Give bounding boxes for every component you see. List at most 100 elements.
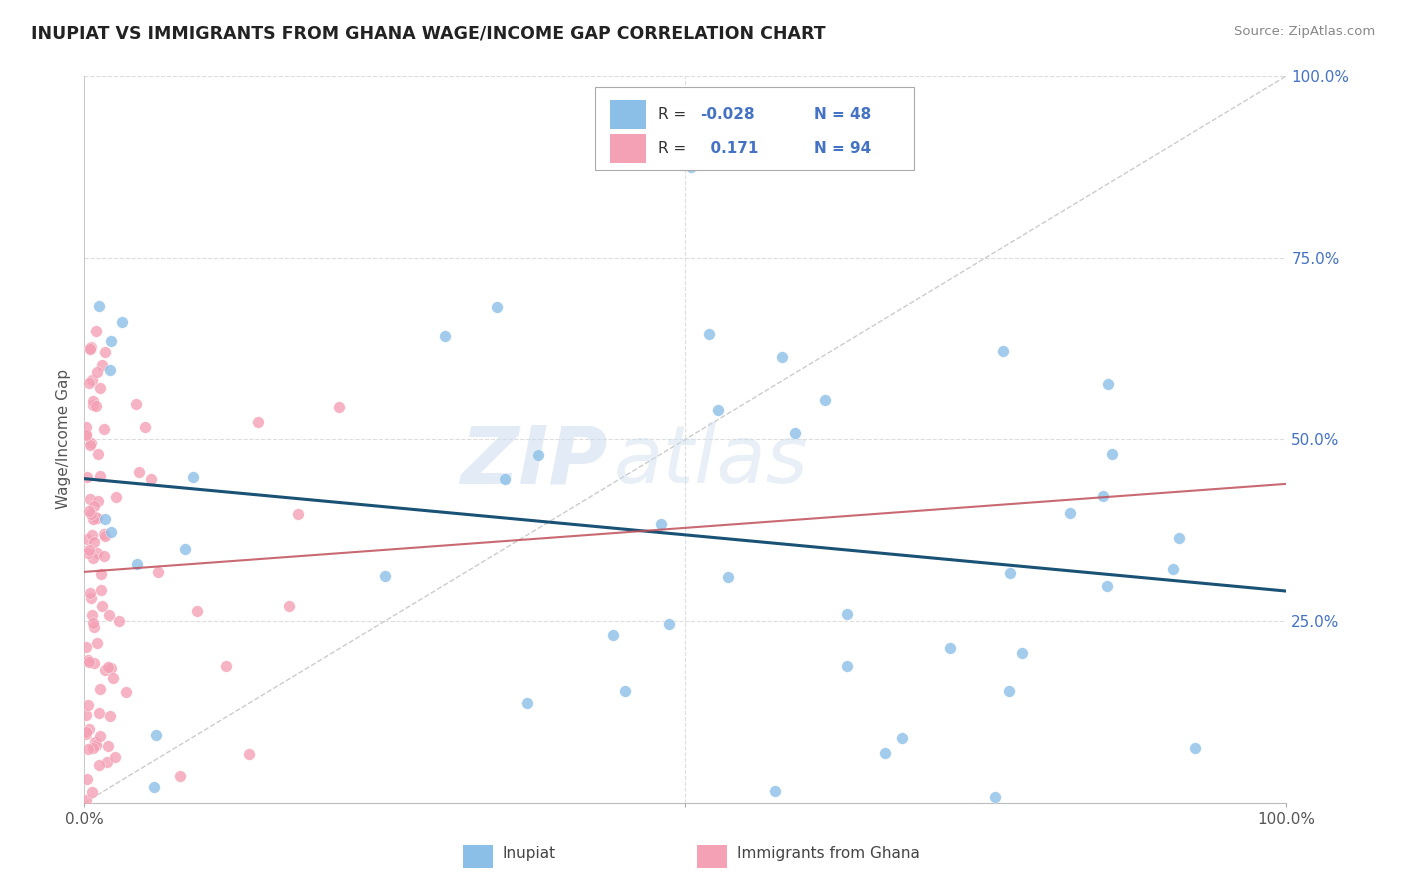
- Text: N = 48: N = 48: [814, 107, 872, 122]
- Text: Source: ZipAtlas.com: Source: ZipAtlas.com: [1234, 25, 1375, 38]
- Point: [374, 569, 396, 583]
- Point: [103, 671, 125, 685]
- Point: [215, 658, 238, 673]
- Point: [77, 723, 100, 737]
- Point: [83, 500, 105, 514]
- Point: [76, 772, 98, 786]
- Point: [77, 653, 100, 667]
- Point: [77, 546, 100, 560]
- Point: [939, 641, 962, 656]
- Point: [142, 780, 165, 794]
- Point: [89, 381, 111, 395]
- Point: [89, 682, 111, 697]
- Point: [814, 392, 837, 407]
- Point: [650, 517, 672, 532]
- Point: [79, 341, 101, 355]
- Point: [75, 708, 97, 723]
- Point: [80, 373, 103, 387]
- Point: [181, 470, 204, 484]
- Text: atlas: atlas: [613, 422, 808, 500]
- Point: [148, 566, 170, 580]
- Point: [90, 358, 112, 372]
- Bar: [463, 845, 494, 868]
- Point: [658, 617, 681, 632]
- Point: [145, 728, 167, 742]
- Point: [173, 541, 195, 556]
- Point: [82, 785, 104, 799]
- Bar: [610, 100, 645, 128]
- Bar: [610, 134, 645, 163]
- Point: [83, 656, 105, 670]
- Point: [717, 570, 740, 584]
- Point: [93, 422, 115, 436]
- Point: [87, 447, 110, 461]
- Text: N = 94: N = 94: [814, 141, 872, 156]
- Point: [76, 427, 98, 442]
- Point: [1168, 531, 1191, 545]
- Point: [94, 344, 117, 359]
- Bar: [697, 845, 727, 868]
- Point: [89, 583, 111, 598]
- Text: -0.028: -0.028: [700, 107, 755, 122]
- Point: [134, 420, 156, 434]
- Point: [87, 493, 110, 508]
- Point: [111, 315, 134, 329]
- Point: [94, 529, 117, 543]
- Point: [1095, 579, 1118, 593]
- Text: ZIP: ZIP: [460, 422, 607, 500]
- Point: [80, 608, 103, 623]
- Point: [86, 546, 108, 560]
- Point: [707, 403, 730, 417]
- Point: [1011, 646, 1033, 660]
- Point: [287, 508, 309, 522]
- Point: [94, 512, 117, 526]
- Point: [141, 472, 163, 486]
- Point: [328, 400, 350, 414]
- Point: [998, 566, 1021, 580]
- Point: [75, 640, 97, 655]
- Point: [82, 512, 104, 526]
- Point: [86, 635, 108, 649]
- Point: [87, 299, 110, 313]
- Point: [93, 527, 115, 541]
- Text: 0.171: 0.171: [700, 141, 758, 156]
- Point: [77, 504, 100, 518]
- Point: [494, 472, 516, 486]
- Point: [91, 599, 114, 613]
- Point: [763, 783, 786, 797]
- Point: [86, 738, 108, 752]
- Point: [79, 491, 101, 506]
- Point: [434, 328, 457, 343]
- Point: [783, 425, 806, 440]
- Point: [100, 334, 122, 348]
- Point: [94, 663, 117, 677]
- Point: [84, 400, 107, 414]
- Point: [1161, 562, 1184, 576]
- Point: [96, 756, 118, 770]
- Point: [98, 709, 121, 723]
- Point: [76, 470, 98, 484]
- Point: [75, 793, 97, 807]
- Point: [80, 341, 103, 355]
- Point: [83, 620, 105, 634]
- Point: [770, 350, 793, 364]
- Point: [115, 685, 138, 699]
- Point: [247, 415, 270, 429]
- Point: [79, 376, 101, 390]
- Point: [1097, 376, 1119, 391]
- Point: [98, 362, 121, 376]
- Point: [87, 706, 110, 720]
- Point: [97, 607, 120, 622]
- Point: [79, 438, 101, 452]
- Point: [983, 789, 1005, 804]
- Point: [186, 604, 208, 618]
- Point: [1184, 741, 1206, 756]
- Point: [79, 507, 101, 521]
- Point: [527, 448, 550, 462]
- Point: [86, 366, 108, 380]
- Point: [890, 731, 912, 745]
- Point: [75, 426, 97, 441]
- Y-axis label: Wage/Income Gap: Wage/Income Gap: [56, 369, 72, 509]
- Point: [75, 727, 97, 741]
- Point: [82, 740, 104, 755]
